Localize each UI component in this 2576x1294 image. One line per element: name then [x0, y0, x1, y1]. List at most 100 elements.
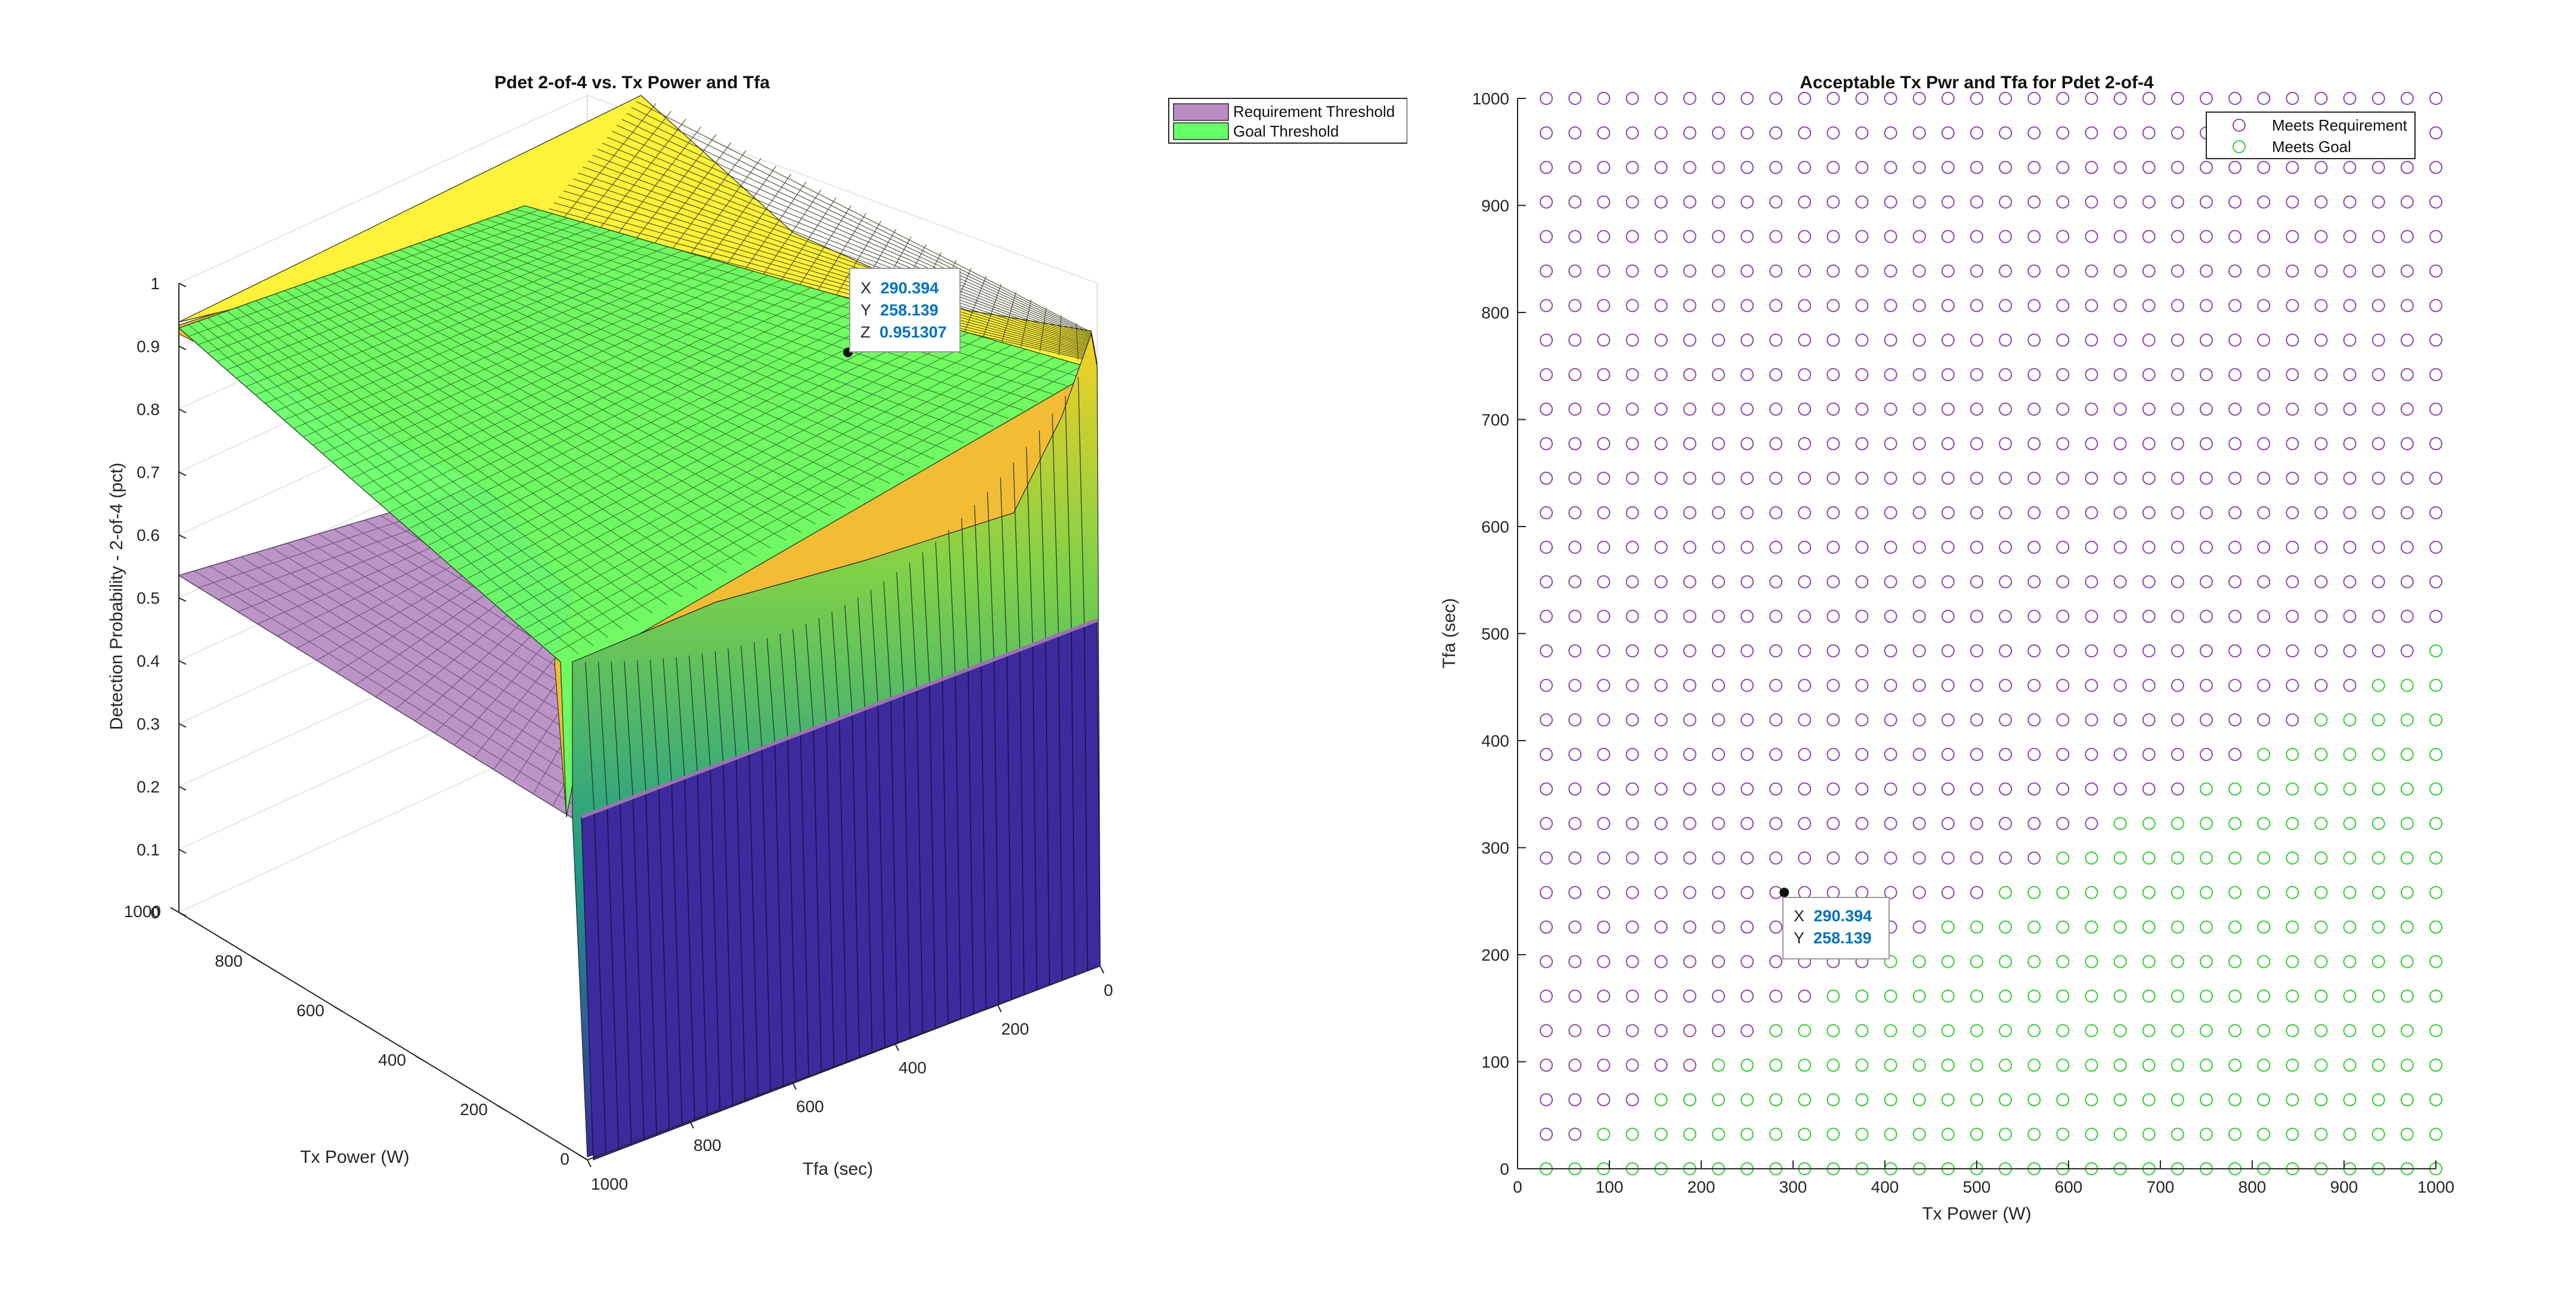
requirement-point [1597, 609, 1611, 623]
requirement-point [1597, 540, 1611, 554]
requirement-point [2400, 644, 2414, 658]
goal-point [2257, 748, 2271, 761]
datatip[interactable]: X 290.394 Y 258.139 Z 0.951307 [843, 268, 961, 357]
requirement-point [1884, 403, 1897, 416]
requirement-point [2429, 471, 2442, 485]
y-tick-label: 200 [1001, 1020, 1029, 1038]
requirement-point [1597, 126, 1611, 140]
requirement-point [2257, 437, 2271, 451]
goal-point [1798, 1024, 1812, 1038]
requirement-point [2027, 230, 2041, 243]
requirement-point [1769, 195, 1783, 209]
goal-point [1855, 1093, 1869, 1107]
requirement-point [1970, 437, 1983, 451]
legend[interactable]: Meets Requirement Meets Goal [2206, 112, 2416, 159]
goal-point [2171, 816, 2184, 830]
requirement-point [1626, 195, 1639, 209]
requirement-point [1999, 92, 2012, 106]
requirement-point [1626, 264, 1639, 278]
requirement-point [2142, 782, 2156, 796]
requirement-point [1568, 1058, 1582, 1072]
requirement-point [2200, 540, 2213, 554]
requirement-point [1912, 816, 1926, 830]
requirement-point [2171, 782, 2184, 796]
goal-point [1912, 1058, 1926, 1072]
goal-point [2314, 851, 2328, 865]
requirement-point [1999, 679, 2012, 692]
requirement-point [2027, 126, 2041, 140]
requirement-point [1855, 126, 1869, 140]
requirement-point [1769, 955, 1783, 968]
requirement-point [1711, 195, 1725, 209]
legend[interactable]: Requirement Threshold Goal Threshold [1168, 98, 1408, 144]
datatip[interactable]: X 290.394 Y 258.139 [1779, 887, 1890, 959]
requirement-point [1826, 782, 1840, 796]
requirement-point [1741, 160, 1754, 174]
goal-point [1999, 1093, 2012, 1107]
requirement-point [2142, 506, 2156, 519]
requirement-point [1855, 437, 1869, 451]
requirement-point [1970, 851, 1983, 865]
requirement-point [1912, 403, 1926, 416]
requirement-point [1941, 437, 1955, 451]
requirement-point [2314, 195, 2328, 209]
goal-point [1970, 955, 1983, 968]
requirement-point [1626, 713, 1639, 727]
requirement-point [2027, 575, 2041, 589]
requirement-point [1798, 126, 1812, 140]
requirement-point [2085, 299, 2098, 312]
requirement-point [2228, 368, 2242, 382]
requirement-point [2286, 160, 2299, 174]
goal-point [1999, 1058, 2012, 1072]
requirement-point [1741, 471, 1754, 485]
goal-point [1741, 1128, 1754, 1141]
requirement-point [1597, 886, 1611, 899]
requirement-point [1798, 851, 1812, 865]
y-tick-label: 900 [1481, 197, 1509, 215]
requirement-point [2056, 264, 2070, 278]
requirement-point [1626, 160, 1639, 174]
requirement-point [2371, 506, 2385, 519]
requirement-point [1769, 126, 1783, 140]
requirement-point [2027, 644, 2041, 658]
requirement-point [1741, 299, 1754, 312]
requirement-point [1711, 748, 1725, 761]
requirement-point [2371, 609, 2385, 623]
goal-point [2400, 816, 2414, 830]
requirement-point [2257, 92, 2271, 106]
requirement-point [2286, 506, 2299, 519]
plot-title: Pdet 2-of-4 vs. Tx Power and Tfa [494, 73, 770, 92]
goal-point [2429, 1058, 2442, 1072]
x-tick-label: 300 [1779, 1178, 1807, 1196]
requirement-point [1568, 955, 1582, 968]
requirement-point [1855, 471, 1869, 485]
requirement-point [2142, 575, 2156, 589]
requirement-point [1999, 437, 2012, 451]
requirement-point [2113, 299, 2127, 312]
requirement-point [1741, 955, 1754, 968]
goal-point [2085, 955, 2098, 968]
requirement-point [1711, 299, 1725, 312]
requirement-point [2200, 333, 2213, 347]
goal-point [1855, 1024, 1869, 1038]
goal-point [2085, 1093, 2098, 1107]
requirement-point [1597, 989, 1611, 1003]
svg-text:X 290.394: X 290.394 [1794, 907, 1872, 925]
goal-point [1884, 1024, 1897, 1038]
requirement-point [1626, 299, 1639, 312]
goal-point [1884, 1058, 1897, 1072]
requirement-point [1683, 609, 1696, 623]
requirement-point [2113, 403, 2127, 416]
requirement-point [1826, 506, 1840, 519]
requirement-point [1970, 160, 1983, 174]
goal-point [1826, 1093, 1840, 1107]
requirement-point [2027, 437, 2041, 451]
goal-point [2343, 1093, 2357, 1107]
requirement-point [1855, 713, 1869, 727]
requirement-point [2113, 264, 2127, 278]
requirement-point [1798, 368, 1812, 382]
z-tick-label: 0.6 [137, 526, 160, 544]
goal-point [2286, 1024, 2299, 1038]
requirement-point [2228, 575, 2242, 589]
goal-point [2200, 989, 2213, 1003]
